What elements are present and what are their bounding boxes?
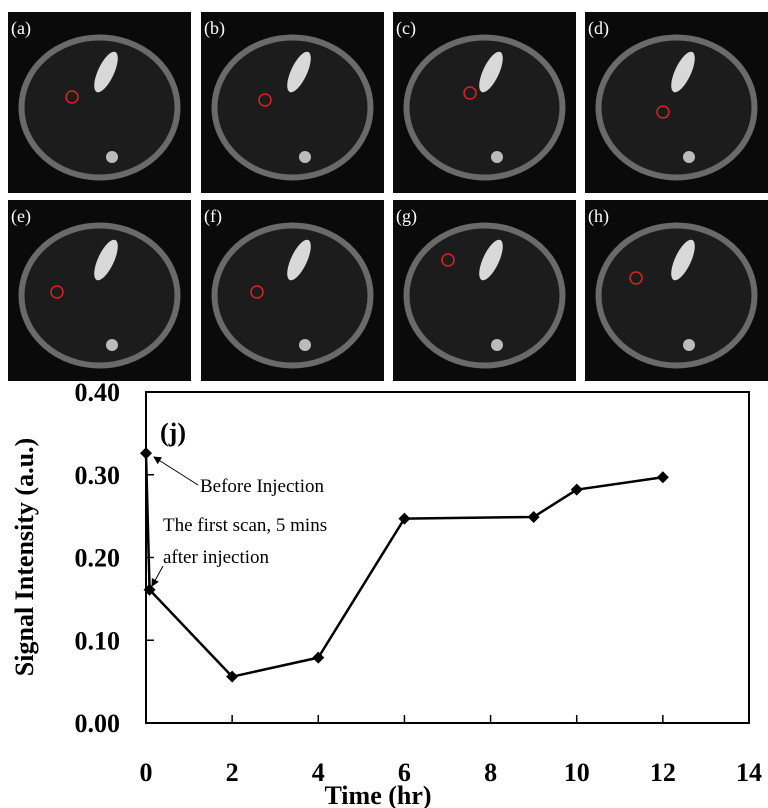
roi-circle [463,86,477,100]
y-axis-label: Signal Intensity (a.u.) [10,438,39,676]
y-tick-label: 0.20 [75,544,121,573]
spine [106,339,118,351]
x-tick-label: 8 [484,758,497,787]
organ [671,51,695,93]
spine [491,151,503,163]
roi-circle [258,93,272,107]
image-label: (f) [204,206,222,227]
x-axis-label: Time (hr) [324,781,431,808]
image-panel: (f) [201,200,384,381]
annotation: after injection [163,547,270,568]
body-outline [403,222,566,369]
organ [479,51,503,93]
body-outline [211,34,374,181]
data-line [144,453,664,679]
organ [94,51,118,93]
x-tick-label: 10 [564,758,590,787]
spine [491,339,503,351]
x-tick-label: 12 [650,758,676,787]
spine [299,339,311,351]
organ [479,239,503,281]
annotation: The first scan, 5 mins [163,515,327,536]
image-panel: (e) [8,200,191,381]
roi-circle [250,285,264,299]
roi-circle [656,105,670,119]
image-panel: (b) [201,12,384,193]
body-outline [595,222,758,369]
organ [94,239,118,281]
body-outline [403,34,566,181]
data-point [398,512,411,525]
organ [287,239,311,281]
image-label: (a) [11,18,31,39]
x-tick-label: 4 [312,758,325,787]
annotation-arrow [153,456,199,486]
organ [287,51,311,93]
image-panel: (g) [393,200,576,381]
x-tick-label: 0 [140,758,153,787]
roi-circle [50,285,64,299]
image-label: (e) [11,206,31,227]
spine [106,151,118,163]
data-point [226,670,239,683]
y-tick-label: 0.10 [75,626,121,655]
image-label: (h) [588,206,609,227]
image-panel: (c) [393,12,576,193]
spine [683,339,695,351]
y-tick-label: 0.00 [75,709,121,738]
image-label: (c) [396,18,416,39]
y-tick-label: 0.30 [75,461,121,490]
annotation: Before Injection [200,476,324,497]
image-label: (b) [204,18,225,39]
roi-circle [441,253,455,267]
x-tick-label: 6 [398,758,411,787]
roi-circle [629,271,643,285]
data-point [140,447,152,460]
body-outline [18,34,181,181]
annotation-arrow [151,565,164,587]
data-point [527,510,540,523]
body-outline [211,222,374,369]
data-point [312,651,325,664]
image-panel: (h) [585,200,768,381]
roi-circle [65,90,79,104]
organ [671,239,695,281]
x-tick-label: 2 [226,758,239,787]
image-panel: (d) [585,12,768,193]
image-label: (g) [396,206,417,227]
spine [683,151,695,163]
panel-label: (j) [160,418,186,447]
image-panel: (a) [8,12,191,193]
body-outline [18,222,181,369]
image-label: (d) [588,18,609,39]
spine [299,151,311,163]
data-point [570,483,583,496]
y-tick-label: 0.40 [75,378,121,407]
x-tick-label: 14 [736,758,762,787]
data-point [656,471,669,484]
body-outline [595,34,758,181]
